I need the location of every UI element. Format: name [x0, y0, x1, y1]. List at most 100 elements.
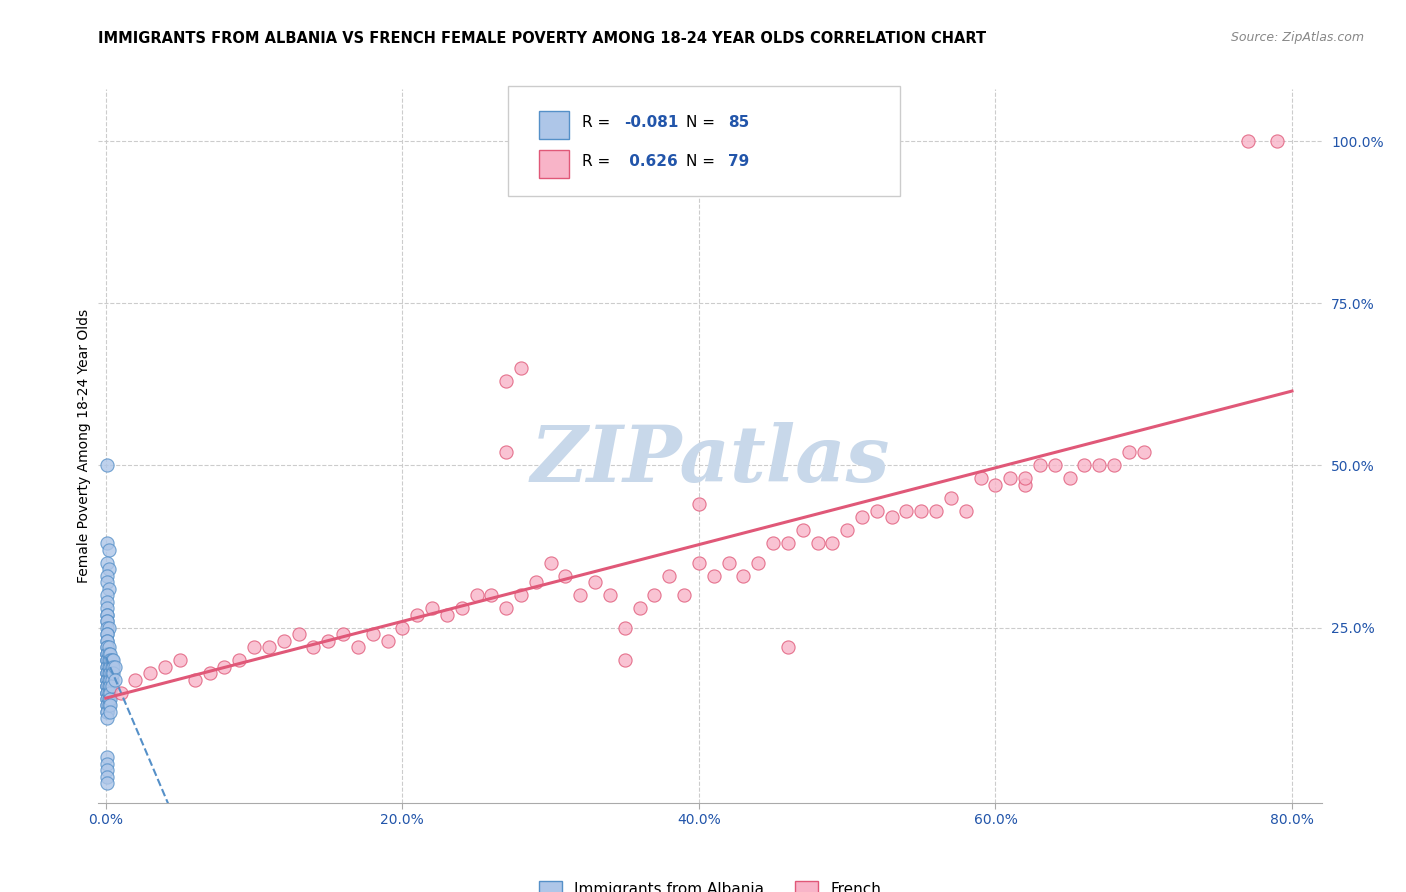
Point: [139, 666, 162, 681]
Point: [98, 685, 121, 699]
Point: [97, 542, 120, 557]
Point: [98, 653, 121, 667]
Point: [124, 673, 146, 687]
Point: [98, 679, 121, 693]
Point: [495, 374, 517, 388]
Point: [104, 659, 127, 673]
Point: [554, 568, 576, 582]
Point: [96, 764, 118, 778]
Point: [1014, 471, 1036, 485]
Point: [540, 556, 562, 570]
Point: [97, 562, 120, 576]
Point: [96, 640, 118, 654]
Point: [599, 588, 621, 602]
Point: [569, 588, 592, 602]
Point: [96, 633, 118, 648]
Point: [103, 653, 125, 667]
Point: [96, 633, 118, 648]
Point: [776, 640, 799, 654]
Point: [837, 524, 859, 538]
Point: [302, 640, 325, 654]
Point: [96, 685, 118, 699]
Point: [1118, 445, 1140, 459]
Point: [228, 653, 250, 667]
Point: [406, 607, 429, 622]
Point: [96, 627, 118, 641]
Text: N =: N =: [686, 115, 720, 130]
Point: [287, 627, 309, 641]
Point: [243, 640, 266, 654]
Point: [361, 627, 384, 641]
Point: [1265, 134, 1288, 148]
Point: [1000, 471, 1022, 485]
Text: 85: 85: [728, 115, 749, 130]
Text: R =: R =: [582, 154, 614, 169]
Point: [762, 536, 785, 550]
Point: [1014, 478, 1036, 492]
Point: [583, 575, 606, 590]
Point: [332, 627, 354, 641]
Y-axis label: Female Poverty Among 18-24 Year Olds: Female Poverty Among 18-24 Year Olds: [77, 309, 91, 583]
Point: [153, 659, 176, 673]
Text: 0.626: 0.626: [624, 154, 678, 169]
Point: [96, 556, 118, 570]
Point: [613, 653, 636, 667]
Point: [98, 673, 121, 687]
Point: [96, 659, 118, 673]
Point: [717, 556, 740, 570]
Point: [97, 582, 120, 596]
Point: [910, 504, 932, 518]
Text: -0.081: -0.081: [624, 115, 679, 130]
Point: [96, 776, 118, 790]
Point: [1029, 458, 1052, 473]
Point: [97, 679, 120, 693]
Point: [1132, 445, 1154, 459]
Point: [688, 556, 710, 570]
Point: [1043, 458, 1066, 473]
Point: [96, 614, 118, 628]
Point: [96, 621, 118, 635]
Point: [316, 633, 339, 648]
Point: [420, 601, 443, 615]
Text: Source: ZipAtlas.com: Source: ZipAtlas.com: [1230, 31, 1364, 45]
Point: [96, 679, 118, 693]
Point: [96, 750, 118, 764]
Point: [273, 633, 295, 648]
Point: [733, 568, 755, 582]
Point: [866, 504, 889, 518]
Point: [97, 621, 120, 635]
Point: [96, 601, 118, 615]
Point: [821, 536, 844, 550]
Point: [97, 647, 120, 661]
Point: [96, 685, 118, 699]
Point: [96, 692, 118, 706]
Point: [100, 673, 122, 687]
Point: [97, 659, 120, 673]
Point: [98, 705, 121, 719]
Point: [688, 497, 710, 511]
Point: [1073, 458, 1095, 473]
Point: [747, 556, 769, 570]
Point: [96, 647, 118, 661]
Point: [96, 536, 118, 550]
Point: [510, 588, 533, 602]
Point: [214, 659, 236, 673]
Point: [96, 640, 118, 654]
Point: [96, 666, 118, 681]
Point: [169, 653, 191, 667]
Point: [96, 673, 118, 687]
Point: [100, 653, 122, 667]
Point: [939, 491, 962, 505]
Point: [96, 568, 118, 582]
Point: [97, 640, 120, 654]
Point: [792, 524, 814, 538]
Point: [1088, 458, 1111, 473]
Point: [806, 536, 828, 550]
Point: [925, 504, 948, 518]
Point: [257, 640, 280, 654]
Bar: [538, 111, 569, 139]
Point: [100, 666, 122, 681]
Point: [96, 692, 118, 706]
Point: [96, 607, 118, 622]
Point: [97, 653, 120, 667]
